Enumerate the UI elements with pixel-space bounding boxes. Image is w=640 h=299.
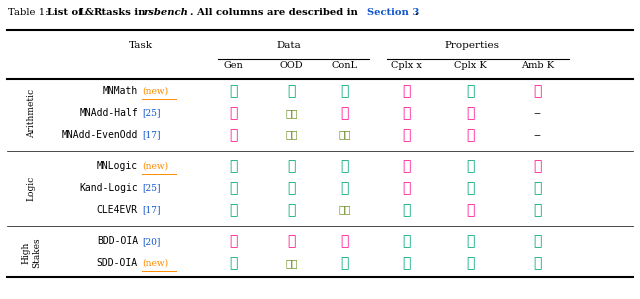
Text: ✓: ✓ — [466, 234, 474, 248]
Text: [17]: [17] — [143, 130, 161, 139]
Text: ✔✔: ✔✔ — [285, 130, 298, 139]
Text: ✓: ✓ — [230, 84, 238, 98]
Text: –: – — [534, 106, 541, 120]
Text: Gen: Gen — [224, 61, 244, 70]
Text: ✗: ✗ — [230, 128, 238, 142]
Text: Arithmetic: Arithmetic — [27, 89, 36, 138]
Text: ✓: ✓ — [287, 84, 296, 98]
Text: ✓: ✓ — [402, 234, 410, 248]
Text: ✗: ✗ — [402, 84, 410, 98]
Text: ✓: ✓ — [466, 181, 474, 195]
Text: ✗: ✗ — [466, 203, 474, 217]
Text: ✓: ✓ — [230, 256, 238, 270]
Text: Section 3: Section 3 — [367, 8, 420, 17]
Text: ✓: ✓ — [340, 159, 348, 173]
Text: ✓: ✓ — [230, 181, 238, 195]
Text: ✓: ✓ — [533, 234, 541, 248]
Text: [25]: [25] — [143, 109, 161, 118]
Text: ✓: ✓ — [533, 181, 541, 195]
Text: rsbench: rsbench — [144, 8, 189, 17]
Text: ✗: ✗ — [466, 128, 474, 142]
Text: ✓: ✓ — [402, 256, 410, 270]
Text: ✓: ✓ — [533, 256, 541, 270]
Text: Amb K: Amb K — [520, 61, 554, 70]
Text: Data: Data — [276, 41, 301, 50]
Text: ✓: ✓ — [466, 159, 474, 173]
Text: ✗: ✗ — [340, 106, 348, 120]
Text: Cplx x: Cplx x — [391, 61, 422, 70]
Text: ✗: ✗ — [533, 159, 541, 173]
Text: ✗: ✗ — [402, 181, 410, 195]
Text: Table 1:: Table 1: — [8, 8, 52, 17]
Text: ✗: ✗ — [402, 106, 410, 120]
Text: [20]: [20] — [143, 237, 161, 246]
Text: –: – — [534, 128, 541, 142]
Text: ✗: ✗ — [402, 159, 410, 173]
Text: ✓: ✓ — [340, 181, 348, 195]
Text: . All columns are described in: . All columns are described in — [189, 8, 361, 17]
Text: High
Stakes: High Stakes — [22, 237, 41, 268]
Text: ✗: ✗ — [230, 234, 238, 248]
Text: ✗: ✗ — [287, 234, 296, 248]
Text: tasks in: tasks in — [98, 8, 148, 17]
Text: [17]: [17] — [143, 205, 161, 214]
Text: BDD-OIA: BDD-OIA — [97, 237, 138, 246]
Text: ✗: ✗ — [533, 84, 541, 98]
Text: ✓: ✓ — [466, 84, 474, 98]
Text: ✗: ✗ — [466, 106, 474, 120]
Text: .: . — [415, 8, 418, 17]
Text: ✓: ✓ — [287, 181, 296, 195]
Text: (new): (new) — [143, 87, 168, 96]
Text: ConL: ConL — [332, 61, 357, 70]
Text: (new): (new) — [143, 259, 168, 268]
Text: SDD-OIA: SDD-OIA — [97, 258, 138, 268]
Text: Task: Task — [129, 41, 153, 50]
Text: ✗: ✗ — [230, 106, 238, 120]
Text: ✗: ✗ — [340, 234, 348, 248]
Text: ✔✔: ✔✔ — [285, 109, 298, 118]
Text: ✓: ✓ — [230, 159, 238, 173]
Text: [25]: [25] — [143, 184, 161, 193]
Text: (new): (new) — [143, 162, 168, 171]
Text: MNMath: MNMath — [103, 86, 138, 97]
Text: L&R: L&R — [79, 8, 103, 17]
Text: List of: List of — [47, 8, 86, 17]
Text: ✔✔: ✔✔ — [285, 259, 298, 268]
Text: MNLogic: MNLogic — [97, 161, 138, 171]
Text: Properties: Properties — [444, 41, 499, 50]
Text: OOD: OOD — [280, 61, 303, 70]
Text: ✗: ✗ — [402, 128, 410, 142]
Text: ✓: ✓ — [340, 256, 348, 270]
Text: MNAdd-Half: MNAdd-Half — [79, 108, 138, 118]
Text: Kand-Logic: Kand-Logic — [79, 183, 138, 193]
Text: ✔✔: ✔✔ — [338, 130, 351, 139]
Text: ✔✔: ✔✔ — [338, 205, 351, 214]
Text: MNAdd-EvenOdd: MNAdd-EvenOdd — [61, 130, 138, 140]
Text: ✓: ✓ — [340, 84, 348, 98]
Text: ✓: ✓ — [466, 256, 474, 270]
Text: ✓: ✓ — [230, 203, 238, 217]
Text: ✓: ✓ — [402, 203, 410, 217]
Text: Cplx K: Cplx K — [454, 61, 486, 70]
Text: ✓: ✓ — [287, 159, 296, 173]
Text: Logic: Logic — [27, 176, 36, 201]
Text: CLE4EVR: CLE4EVR — [97, 205, 138, 215]
Text: ✓: ✓ — [533, 203, 541, 217]
Text: ✓: ✓ — [287, 203, 296, 217]
